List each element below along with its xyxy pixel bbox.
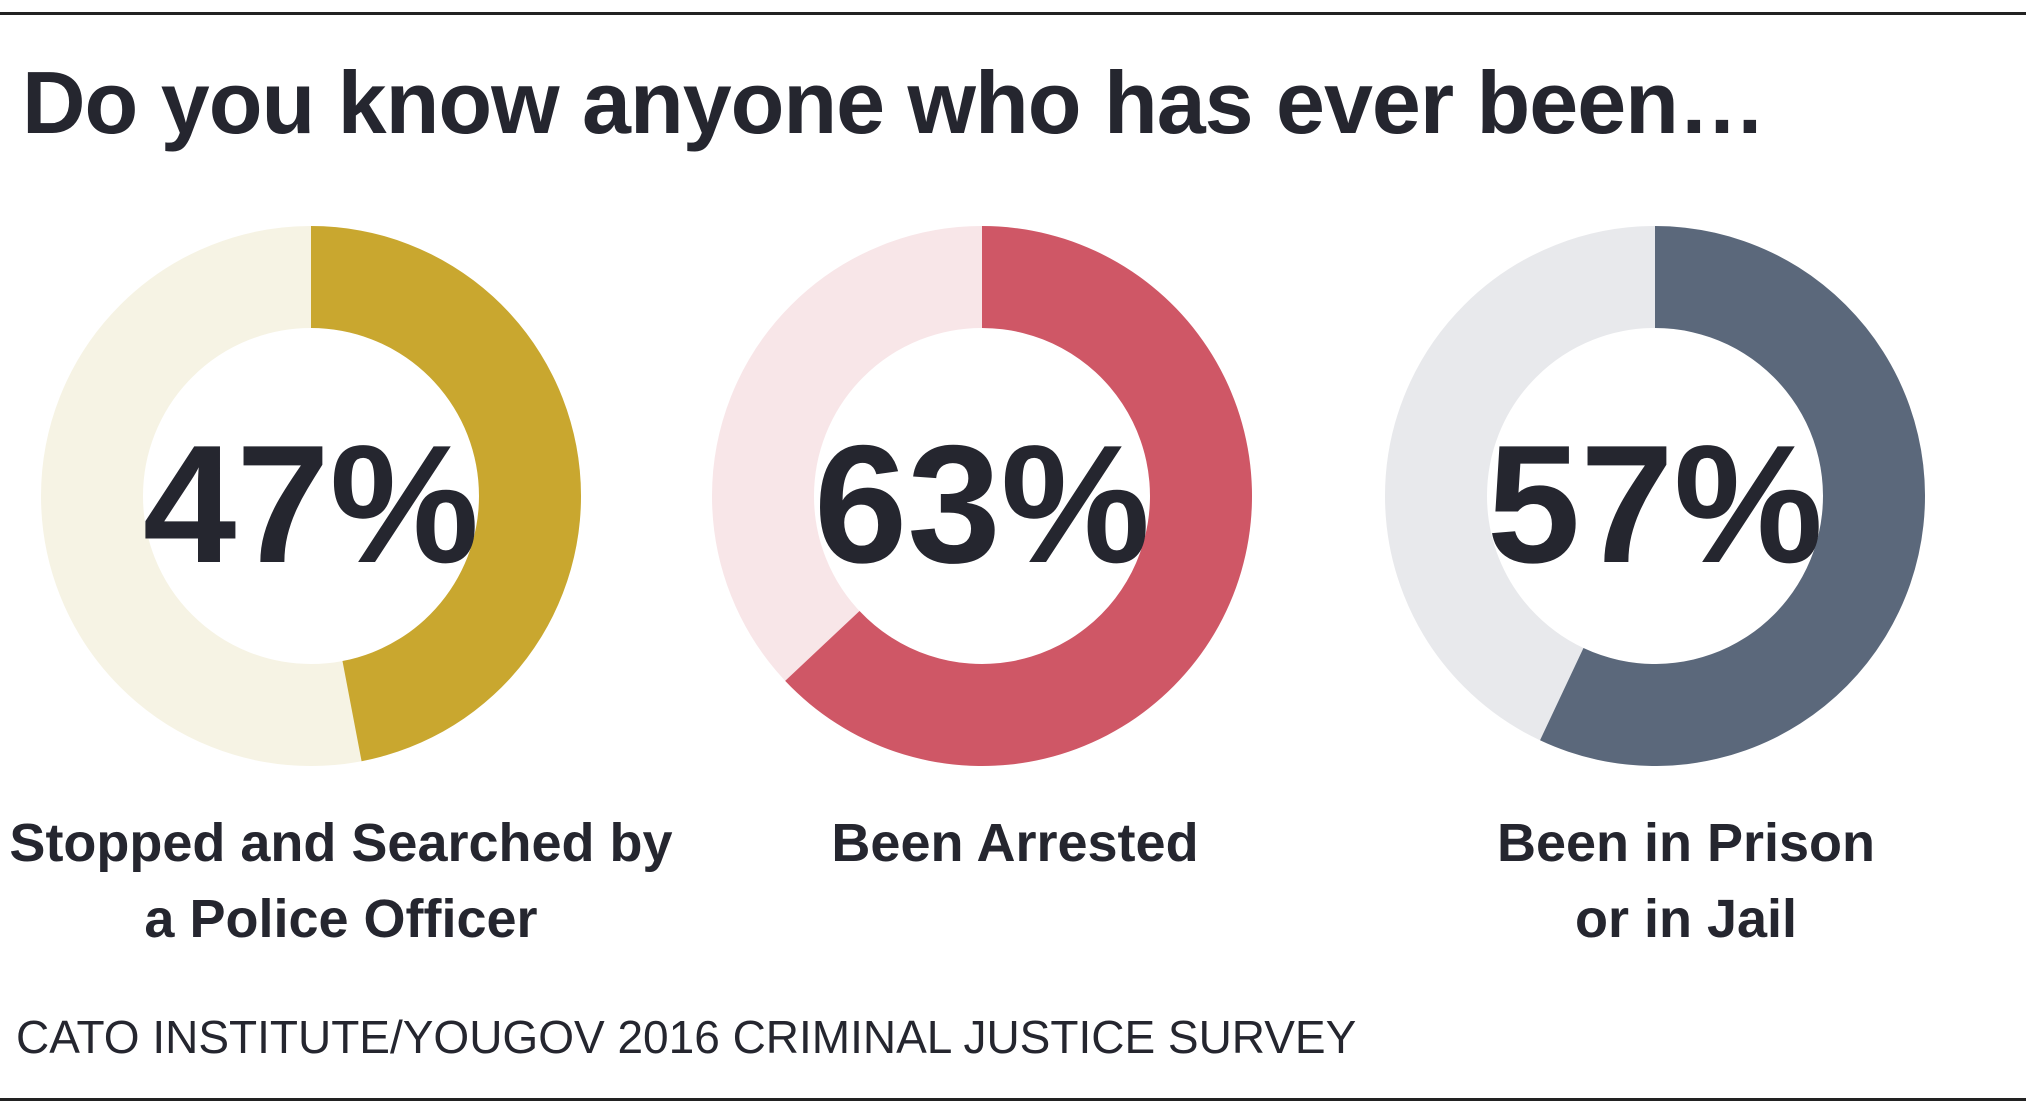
- donut-segment: [1540, 226, 1926, 767]
- category-label: Been in Prison or in Jail: [1496, 813, 1876, 949]
- value-label: 57%: [1487, 410, 1823, 598]
- value-label: 47%: [143, 410, 479, 598]
- value-label: 63%: [814, 410, 1150, 598]
- category-label: Stopped and Searched by a Police Officer: [9, 813, 673, 949]
- bottom-rule: [0, 1098, 2026, 1101]
- donut-segment: [311, 226, 581, 762]
- donut-segment: [785, 226, 1253, 767]
- title: Do you know anyone who has ever been…: [22, 53, 1766, 152]
- category-label: Been Arrested: [831, 813, 1199, 873]
- top-rule: [0, 12, 2026, 15]
- source: CATO INSTITUTE/YOUGOV 2016 CRIMINAL JUST…: [16, 1011, 1357, 1063]
